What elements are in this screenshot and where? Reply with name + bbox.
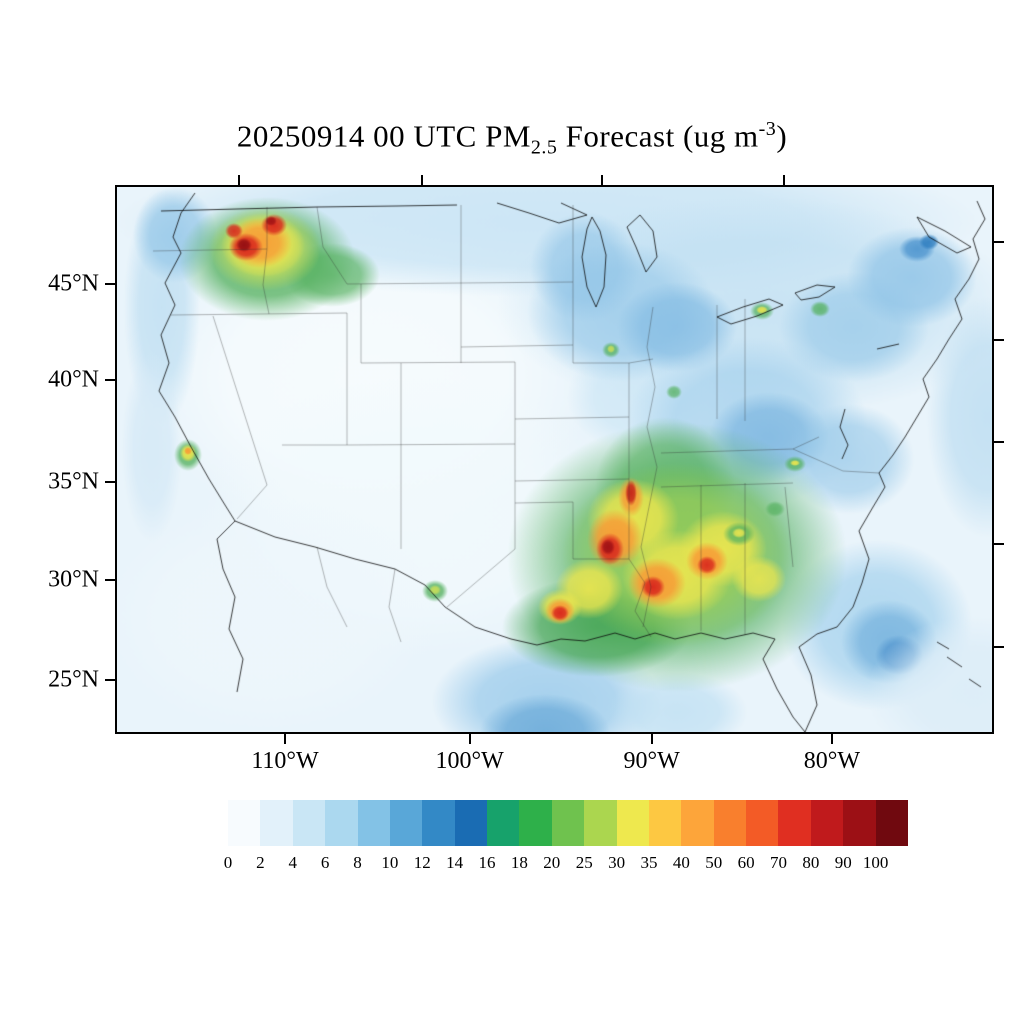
colorbar-tick-label: 6 [320,853,330,872]
lat-tick [105,480,115,483]
lat-tick-label: 25°N [48,666,99,693]
colorbar-tick-label: 60 [737,853,755,872]
lon-tick-label: 110°W [251,748,319,774]
lon-tick-top [237,175,240,185]
colorbar-cell [454,800,487,846]
lat-tick-label: 45°N [48,270,99,297]
colorbar-cell [778,800,811,846]
lon-tick-top [782,175,785,185]
colorbar-cell [519,800,552,846]
lon-tick [468,734,471,744]
colorbar-tick-label: 0 [223,853,233,872]
pm25-map-canvas [117,187,992,732]
colorbar-labels: 0 2 4 6 8 10 12 14 16 18 20 25 30 35 40 50 60 70 80 90 100 [224,853,908,875]
colorbar-cell [389,800,423,846]
map-panel: 45°N 40°N 35°N 30°N 25°N 110°W 100°W 90°W 80°W [48,175,1004,774]
colorbar-cell [260,800,293,846]
lon-tick-label: 90°W [623,748,680,774]
lon-tick [830,734,833,744]
title-subscript: 2.5 [530,136,558,159]
colorbar-cell [357,800,390,846]
colorbar-cell [810,800,844,846]
lat-tick [105,578,115,581]
colorbar-cell [746,800,779,846]
lon-tick-top [600,175,603,185]
colorbar-tick-label: 14 [446,853,464,872]
colorbar-cell [292,800,326,846]
colorbar-tick-label: 100 [862,853,889,872]
colorbar-tick-label: 4 [288,853,298,872]
lat-tick [105,283,115,285]
colorbar-tick-label: 10 [381,853,399,872]
colorbar-cell [551,800,585,846]
lon-tick [650,734,653,744]
lon-tick-top [421,175,424,185]
colorbar-tick-label: 40 [672,853,690,872]
colorbar-cell [648,800,682,846]
colorbar-tick-label: 90 [834,853,852,872]
colorbar-tick-label: 70 [769,853,787,872]
colorbar-tick-label: 2 [256,853,265,872]
lon-tick [284,734,286,744]
colorbar [228,800,908,846]
colorbar-cell [584,800,617,846]
lat-tick-right [994,441,1004,444]
lat-tick-right [994,241,1004,244]
colorbar-cell [325,800,358,846]
title-prefix: 20250914 00 UTC PM [236,118,531,154]
colorbar-tick-label: 8 [353,853,362,872]
lat-tick-label: 30°N [48,566,99,593]
colorbar-tick-label: 35 [640,853,658,872]
title-suffix: ) [776,118,788,154]
colorbar-tick-label: 30 [608,853,626,872]
lat-tick-label: 40°N [48,366,99,393]
colorbar-tick-label: 12 [413,853,431,872]
title-middle: Forecast (ug m [557,118,759,154]
colorbar-cell [422,800,455,846]
colorbar-tick-label: 18 [510,853,528,872]
chart-title: 20250914 00 UTC PM2.5 Forecast (ug m-3) [0,118,1024,160]
colorbar-cell [681,800,714,846]
lat-tick-right [994,645,1004,648]
lat-tick-label: 35°N [48,468,99,495]
colorbar-cell [713,800,746,846]
colorbar-cell [843,800,876,846]
lat-tick [105,378,115,381]
colorbar-tick-label: 80 [802,853,820,872]
colorbar-cell [228,800,261,846]
lat-tick [105,679,115,682]
lat-tick-right [994,339,1004,342]
title-superscript: -3 [758,118,777,140]
colorbar-cell [616,800,649,846]
lat-tick-right [994,542,1004,545]
colorbar-tick-label: 50 [705,853,723,872]
colorbar-cell [875,800,908,846]
colorbar-tick-label: 25 [575,853,593,872]
lon-tick-label: 80°W [803,748,860,774]
colorbar-tick-label: 20 [543,853,561,872]
colorbar-cell [487,800,520,846]
lon-tick-label: 100°W [435,748,504,774]
colorbar-tick-label: 16 [478,853,496,872]
